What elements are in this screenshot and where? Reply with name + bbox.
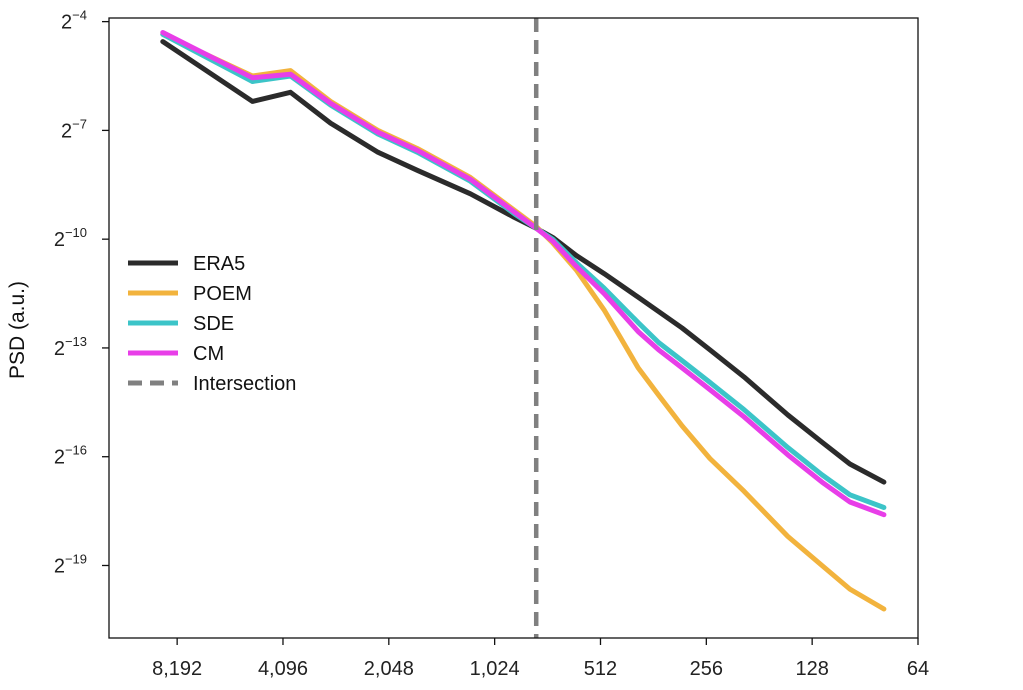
y-tick-exponent: −19 [65, 551, 87, 566]
y-tick-base: 2 [61, 12, 72, 34]
y-tick-base: 2 [54, 447, 65, 469]
y-tick-exponent: −16 [65, 443, 87, 458]
y-tick-exponent: −7 [72, 116, 87, 131]
series-line-era5 [163, 42, 884, 483]
y-tick-exponent: −4 [72, 8, 87, 23]
legend-label: POEM [193, 283, 252, 305]
legend-label: SDE [193, 313, 234, 335]
legend-label: Intersection [193, 373, 296, 395]
legend-label: CM [193, 343, 224, 365]
psd-chart: 8,192 4,096 2,048 1,024 512 256 128 64 2−42−72−… [0, 0, 1023, 690]
x-tick-label: 8,192 [152, 658, 202, 680]
x-tick-label: 1,024 [470, 658, 520, 680]
x-tick-label: 512 [584, 658, 617, 680]
y-tick-base: 2 [54, 555, 65, 577]
x-tick-label: 2,048 [364, 658, 414, 680]
y-axis: 2−42−72−102−132−162−19 [54, 8, 109, 578]
y-axis-title: PSD (a.u.) [6, 281, 29, 379]
x-tick-label: 128 [795, 658, 828, 680]
x-axis: 8,192 4,096 2,048 1,024 512 256 128 64 [152, 638, 929, 680]
y-tick-exponent: −13 [65, 334, 87, 349]
y-tick-base: 2 [61, 120, 72, 142]
series-line-poem [163, 34, 884, 609]
y-tick-label: 2−16 [54, 443, 87, 469]
legend-label: ERA5 [193, 253, 245, 275]
series-layer [163, 33, 884, 610]
y-tick-label: 2−7 [61, 116, 87, 142]
y-tick-exponent: −10 [65, 225, 87, 240]
y-tick-base: 2 [54, 229, 65, 251]
x-tick-label: 256 [690, 658, 723, 680]
y-tick-label: 2−10 [54, 225, 87, 251]
x-tick-label: 4,096 [258, 658, 308, 680]
y-tick-label: 2−19 [54, 551, 87, 577]
x-tick-label: 64 [907, 658, 929, 680]
y-tick-base: 2 [54, 338, 65, 360]
series-line-sde [163, 34, 884, 507]
y-tick-label: 2−4 [61, 8, 87, 34]
legend: ERA5 POEM SDE CM Intersection [128, 253, 296, 395]
y-tick-label: 2−13 [54, 334, 87, 360]
series-line-cm [163, 33, 884, 515]
